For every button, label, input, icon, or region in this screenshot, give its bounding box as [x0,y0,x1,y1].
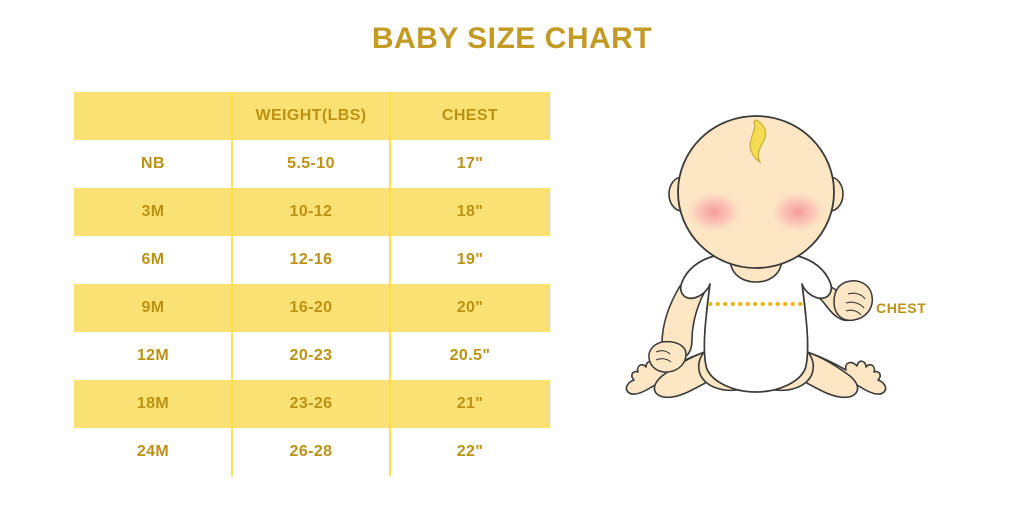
size-chart-table: WEIGHT(LBS) CHEST NB 5.5-10 17" 3M 10-12… [74,92,550,476]
cell-weight: 10-12 [232,188,390,236]
baby-hair-curl [749,119,767,164]
baby-illustration [625,115,887,399]
table-row: 18M 23-26 21" [74,380,550,428]
table-row: 3M 10-12 18" [74,188,550,236]
cell-weight: 23-26 [232,380,390,428]
cell-weight: 12-16 [232,236,390,284]
cell-weight: 26-28 [232,428,390,476]
cell-weight: 5.5-10 [232,140,390,188]
table-row: 6M 12-16 19" [74,236,550,284]
table-row: NB 5.5-10 17" [74,140,550,188]
baby-cheek-right [768,190,828,234]
baby-cheek-left [684,190,744,234]
column-divider-2 [389,92,391,476]
cell-chest: 22" [390,428,550,476]
cell-size: 24M [74,428,232,476]
table-row: 12M 20-23 20.5" [74,332,550,380]
cell-size: 6M [74,236,232,284]
cell-size: 12M [74,332,232,380]
column-header-weight: WEIGHT(LBS) [232,92,390,140]
baby-arms [648,280,874,373]
cell-size: 3M [74,188,232,236]
cell-chest: 18" [390,188,550,236]
column-header-size [74,92,232,140]
table-row: 9M 16-20 20" [74,284,550,332]
cell-chest: 21" [390,380,550,428]
cell-size: NB [74,140,232,188]
baby-onesie [679,252,833,393]
table-header-row: WEIGHT(LBS) CHEST [74,92,550,140]
table-row: 24M 26-28 22" [74,428,550,476]
cell-size: 18M [74,380,232,428]
cell-chest: 17" [390,140,550,188]
column-header-chest: CHEST [390,92,550,140]
cell-weight: 20-23 [232,332,390,380]
size-chart-table-container: WEIGHT(LBS) CHEST NB 5.5-10 17" 3M 10-12… [74,92,550,476]
cell-weight: 16-20 [232,284,390,332]
cell-chest: 19" [390,236,550,284]
cell-chest: 20" [390,284,550,332]
cell-chest: 20.5" [390,332,550,380]
cell-size: 9M [74,284,232,332]
column-divider-1 [231,92,233,476]
chest-measurement-label: CHEST [876,300,927,316]
page-title: BABY SIZE CHART [371,22,653,55]
